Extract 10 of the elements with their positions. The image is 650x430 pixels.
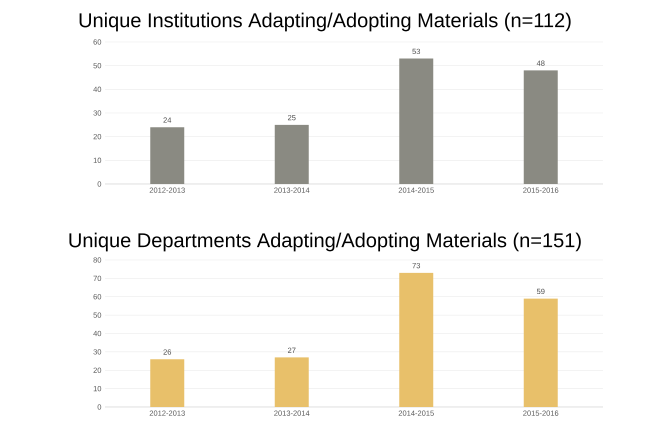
bar [150, 359, 184, 407]
bar [399, 58, 434, 184]
bar [524, 70, 558, 184]
bar [524, 298, 558, 407]
bar [150, 127, 184, 184]
chart-title: Unique Institutions Adapting/Adopting Materials (n=112) [80, 12, 571, 32]
bar [399, 272, 434, 407]
chart-title: Unique Departments Adapting/Adopting Materials (n=151) [69, 232, 581, 252]
bar [274, 124, 309, 184]
bar [274, 357, 309, 407]
